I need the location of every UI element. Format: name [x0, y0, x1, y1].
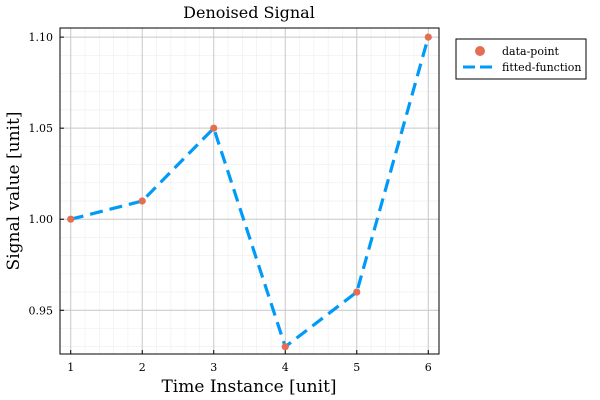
fitted-function-line	[70, 36, 430, 349]
x-tick-label: 6	[425, 361, 432, 374]
minor-grid	[60, 28, 439, 354]
data-point-marker	[138, 197, 146, 205]
fitted-function-series	[70, 36, 430, 349]
legend-marker-data-point	[475, 46, 485, 56]
plot-frame	[59, 27, 440, 355]
legend-box	[455, 38, 587, 80]
y-tick-label: 1.00	[29, 213, 54, 226]
data-point-marker	[67, 215, 75, 223]
x-axis-ticks: 1 2 3 4 5 6	[67, 350, 432, 374]
data-point-series	[67, 33, 432, 351]
legend: data-point fitted-function	[455, 38, 587, 80]
major-grid	[60, 28, 439, 354]
x-tick-label: 1	[67, 361, 74, 374]
x-tick-label: 4	[282, 361, 289, 374]
data-point-marker	[424, 33, 432, 41]
data-point-marker	[281, 343, 289, 351]
y-tick-label: 1.05	[29, 122, 54, 135]
x-tick-label: 3	[210, 361, 217, 374]
y-tick-label: 1.10	[29, 31, 54, 44]
data-point-marker	[353, 288, 361, 296]
chart-title: Denoised Signal	[183, 3, 315, 22]
x-tick-label: 2	[139, 361, 146, 374]
y-tick-label: 0.95	[29, 304, 54, 317]
y-axis-ticks: 0.95 1.00 1.05 1.10	[29, 31, 64, 317]
legend-label-data-point: data-point	[502, 45, 560, 58]
x-axis-label: Time Instance [unit]	[161, 377, 336, 397]
data-point-marker	[210, 124, 218, 132]
y-axis-label: Signal value [unit]	[4, 112, 24, 271]
legend-label-fitted-function: fitted-function	[502, 61, 582, 74]
x-tick-label: 5	[353, 361, 360, 374]
